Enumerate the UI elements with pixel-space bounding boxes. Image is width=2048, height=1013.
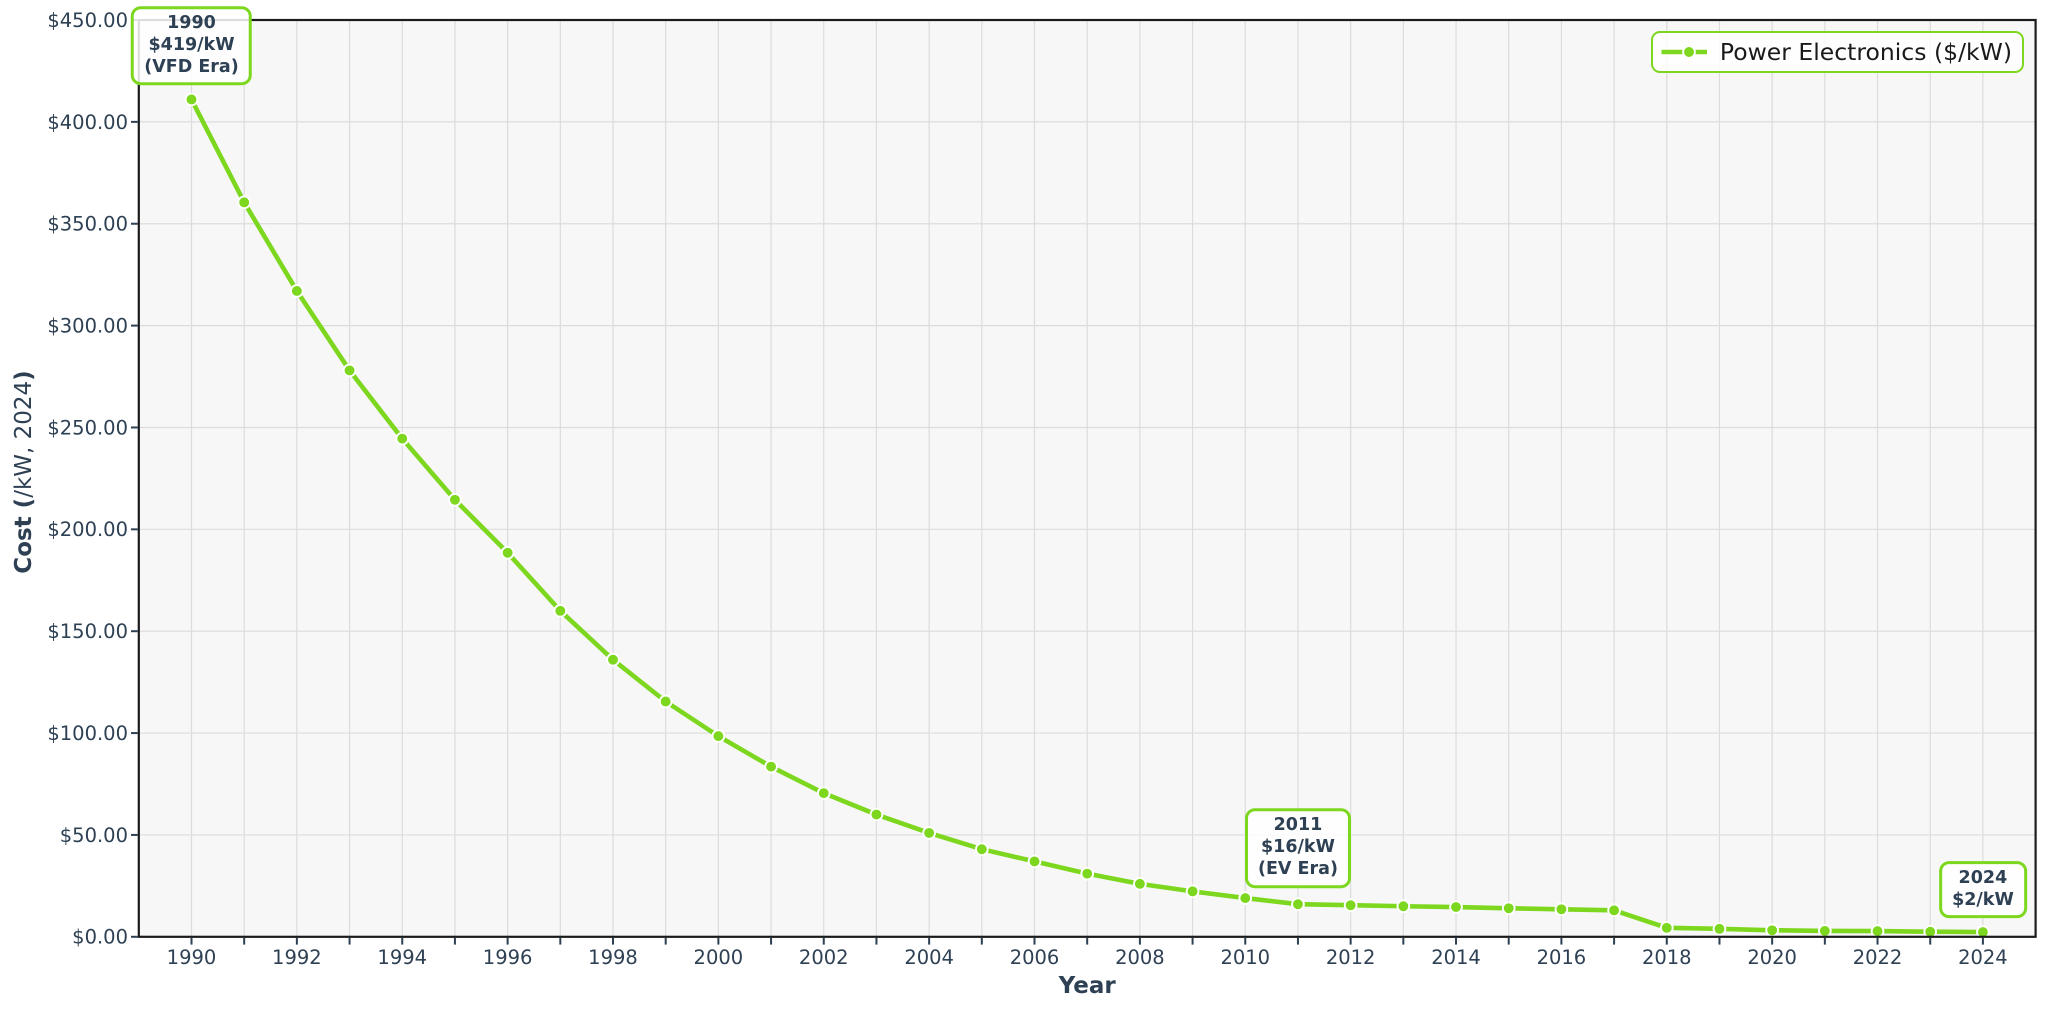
x-tick-label: 1996 <box>483 946 533 969</box>
data-point-1997 <box>553 603 568 618</box>
data-point-2010 <box>1238 891 1253 905</box>
ylabel-part-bold-open: Cost ( <box>11 498 37 575</box>
data-point-2013 <box>1396 899 1411 914</box>
x-tick-label: 2020 <box>1747 946 1797 969</box>
x-tick-label: 2008 <box>1115 946 1165 969</box>
data-point-2011 <box>1291 897 1305 912</box>
x-tick-label: 2000 <box>694 946 744 969</box>
y-tick-label: $400.00 <box>47 111 128 134</box>
y-tick-label: $150.00 <box>47 620 128 643</box>
annotation-line: 1990 <box>167 13 216 34</box>
data-point-2009 <box>1185 884 1200 899</box>
y-tick-label: $0.00 <box>72 926 128 949</box>
legend-label: Power Electronics ($/kW) <box>1719 38 2012 66</box>
ylabel-part-bold-close: ) <box>11 370 37 382</box>
data-point-2003 <box>869 807 884 822</box>
y-tick-label: $50.00 <box>60 824 128 847</box>
data-point-2015 <box>1501 901 1516 916</box>
x-tick-label: 1992 <box>272 946 322 969</box>
y-tick-label: $450.00 <box>47 9 128 32</box>
annotation-line: (VFD Era) <box>144 56 239 77</box>
data-point-1995 <box>448 492 462 507</box>
ylabel-part-kw: kW <box>11 454 37 491</box>
data-point-1992 <box>290 284 304 298</box>
data-point-2019 <box>1712 922 1727 936</box>
data-point-2000 <box>711 729 726 743</box>
data-point-1990 <box>184 92 199 107</box>
legend-line-sample <box>1661 45 1707 59</box>
x-tick-label: 2018 <box>1642 946 1692 969</box>
ylabel-part-slash: / <box>11 490 37 499</box>
x-tick-label: 2014 <box>1431 946 1481 969</box>
y-axis-label: Cost (/kW, 2024) <box>11 371 37 574</box>
data-point-2018 <box>1659 920 1674 935</box>
legend: Power Electronics ($/kW) <box>1651 31 2024 73</box>
data-point-2020 <box>1765 923 1780 938</box>
y-tick-label: $300.00 <box>47 315 128 338</box>
data-point-2017 <box>1607 903 1621 918</box>
y-tick-label: $350.00 <box>47 213 128 236</box>
legend-marker-icon <box>1682 45 1696 59</box>
data-point-2021 <box>1817 924 1832 938</box>
data-point-2002 <box>816 786 831 801</box>
y-tick-label: $200.00 <box>47 518 128 541</box>
x-tick-label: 2004 <box>904 946 954 969</box>
data-point-2001 <box>764 759 778 774</box>
x-tick-label: 1990 <box>167 946 217 969</box>
x-tick-label: 2024 <box>1958 946 2008 969</box>
annotation-line: $16/kW <box>1261 837 1335 858</box>
x-tick-label: 2016 <box>1537 946 1587 969</box>
axes-spines <box>137 18 2037 938</box>
x-tick-label: 2006 <box>1010 946 1060 969</box>
x-tick-label: 2012 <box>1326 946 1376 969</box>
data-point-1999 <box>658 694 673 709</box>
annotation-line: $419/kW <box>148 34 235 55</box>
data-point-2007 <box>1080 866 1095 881</box>
annotation-line: $2/kW <box>1952 889 2014 910</box>
x-axis-label: Year <box>1058 973 1116 999</box>
annotation-1990: 1990 $419/kW (VFD Era) <box>131 6 252 86</box>
y-tick-label: $250.00 <box>47 416 128 439</box>
x-tick-label: 1994 <box>377 946 427 969</box>
data-point-1998 <box>606 652 620 667</box>
annotation-2024: 2024 $2/kW <box>1939 860 2027 919</box>
x-tick-label: 1998 <box>588 946 638 969</box>
x-tick-label: 2022 <box>1853 946 1903 969</box>
data-point-2004 <box>922 826 936 840</box>
y-tick-label: $100.00 <box>47 722 128 745</box>
x-tick-label: 2002 <box>799 946 849 969</box>
data-point-2008 <box>1133 876 1147 891</box>
data-point-2016 <box>1554 902 1569 917</box>
ylabel-part-year: , 2024 <box>11 381 37 455</box>
annotation-line: (EV Era) <box>1257 859 1338 880</box>
data-point-1993 <box>342 363 357 378</box>
data-point-2005 <box>974 842 989 857</box>
annotation-line: 2024 <box>1958 867 2008 888</box>
x-tick-label: 2010 <box>1220 946 1270 969</box>
data-point-2022 <box>1870 924 1885 938</box>
annotation-2011: 2011 $16/kW (EV Era) <box>1244 808 1351 889</box>
annotation-line: 2011 <box>1273 815 1323 836</box>
data-point-1991 <box>237 195 252 210</box>
data-point-1996 <box>500 545 515 560</box>
data-point-2012 <box>1343 898 1358 913</box>
data-point-1994 <box>395 431 410 446</box>
data-point-2006 <box>1027 854 1042 869</box>
data-point-2014 <box>1449 900 1463 914</box>
